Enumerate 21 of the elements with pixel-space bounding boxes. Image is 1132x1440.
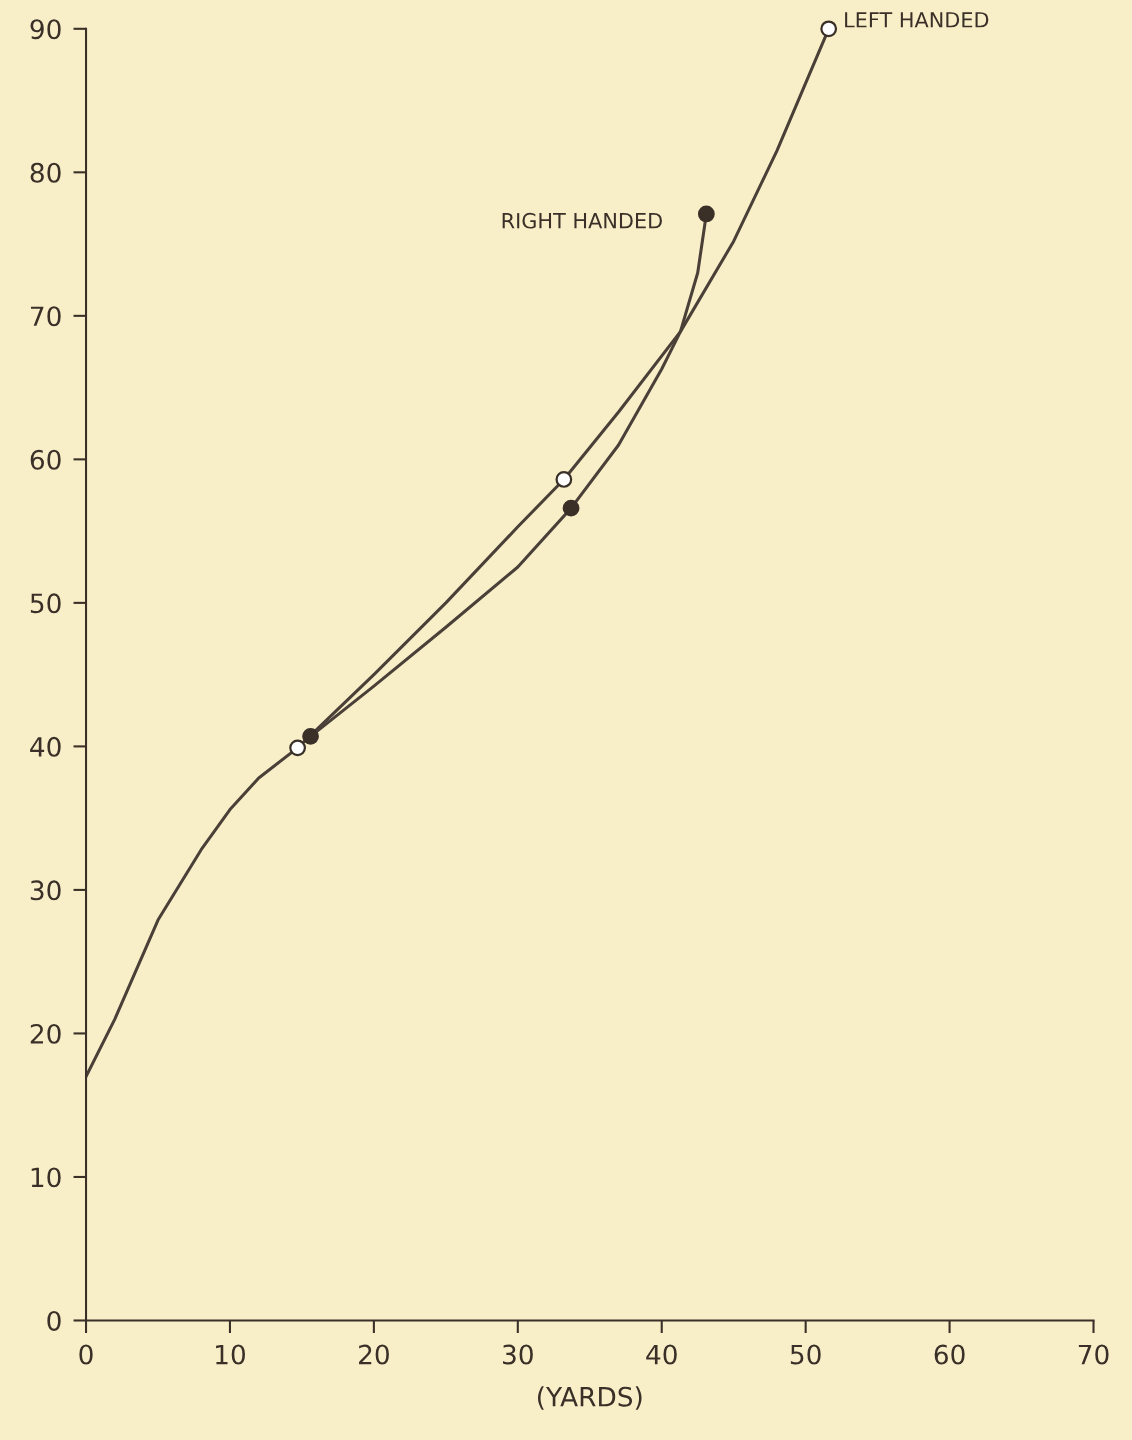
x-tick-label: 10 <box>216 1344 245 1365</box>
y-tick-label: 10 <box>31 1167 61 1188</box>
y-tick-label: 70 <box>31 306 61 327</box>
text: RIGHT HANDED <box>502 212 662 229</box>
x-tick-label: 40 <box>646 1344 677 1365</box>
y-tick-label: 50 <box>30 593 61 614</box>
y-tick-label: 0 <box>47 1310 61 1331</box>
y-tick-label: 80 <box>30 162 61 183</box>
y-tick-label: 60 <box>30 449 61 470</box>
x-axis-title: (YARDS) <box>537 1386 642 1410</box>
x-tick-label: 50 <box>790 1344 821 1365</box>
x-tick-label: 70 <box>1078 1344 1109 1365</box>
x-tick-label: 20 <box>359 1344 389 1365</box>
y-tick-label: 90 <box>30 19 61 40</box>
x-tick-label: 60 <box>934 1344 965 1365</box>
x-tick-label: 0 <box>79 1344 93 1365</box>
series-label: LEFT HANDED <box>845 12 989 28</box>
x-tick-label: 30 <box>503 1344 533 1365</box>
y-tick-label: 30 <box>30 880 61 901</box>
y-tick-label: 40 <box>30 736 61 757</box>
y-tick-label: 20 <box>30 1023 61 1044</box>
